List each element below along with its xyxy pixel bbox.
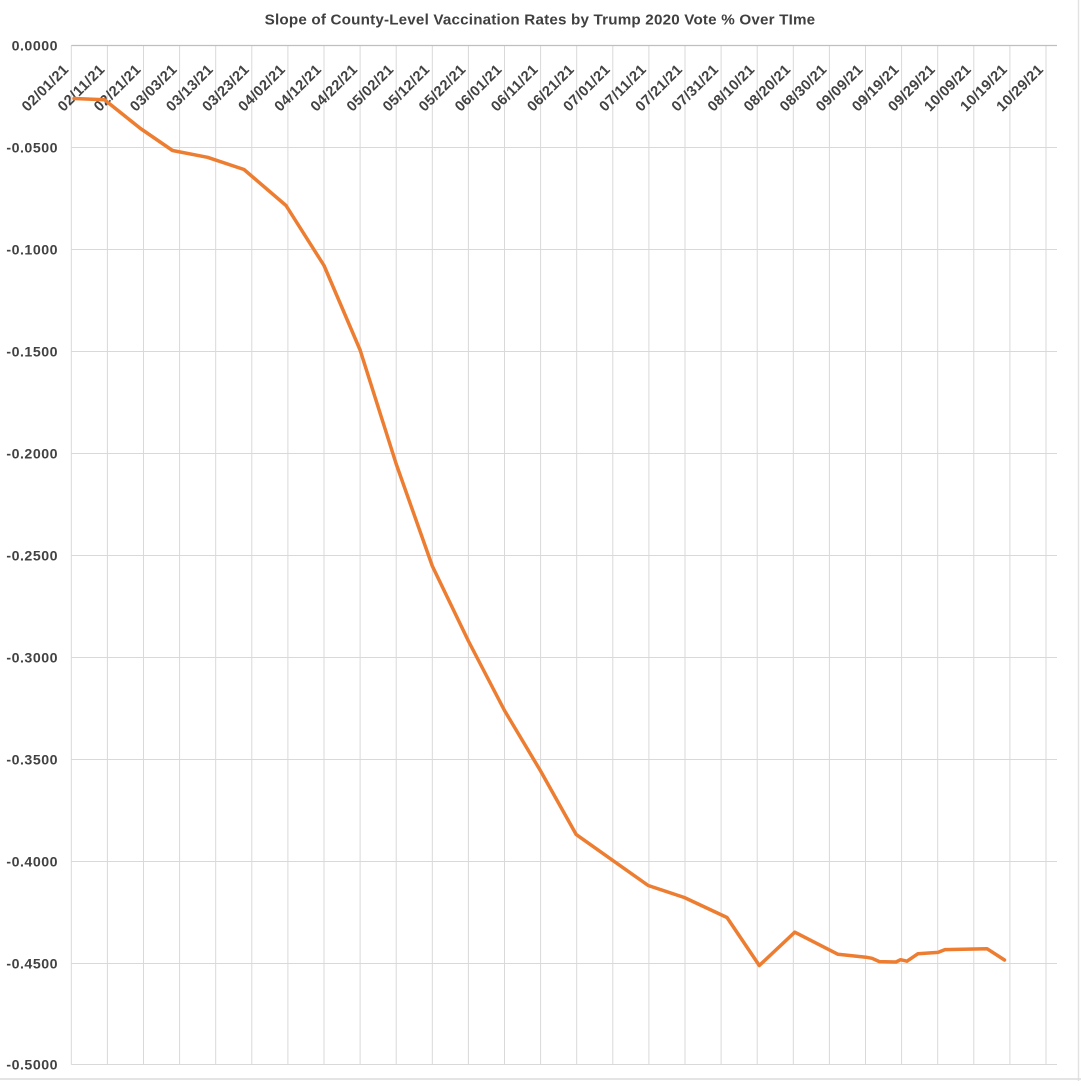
svg-text:-0.1500: -0.1500 <box>6 344 58 360</box>
svg-text:-0.3000: -0.3000 <box>6 650 58 666</box>
svg-text:-0.4000: -0.4000 <box>6 854 58 870</box>
svg-text:-0.1000: -0.1000 <box>6 242 58 258</box>
svg-text:Slope of County-Level Vaccinat: Slope of County-Level Vaccination Rates … <box>265 11 816 28</box>
svg-text:-0.4500: -0.4500 <box>6 956 58 972</box>
svg-text:0.0000: 0.0000 <box>12 38 58 54</box>
svg-text:-0.5000: -0.5000 <box>6 1057 58 1073</box>
svg-text:-0.2000: -0.2000 <box>6 446 58 462</box>
svg-text:-0.2500: -0.2500 <box>6 548 58 564</box>
svg-text:-0.0500: -0.0500 <box>6 140 58 156</box>
svg-text:-0.3500: -0.3500 <box>6 752 58 768</box>
